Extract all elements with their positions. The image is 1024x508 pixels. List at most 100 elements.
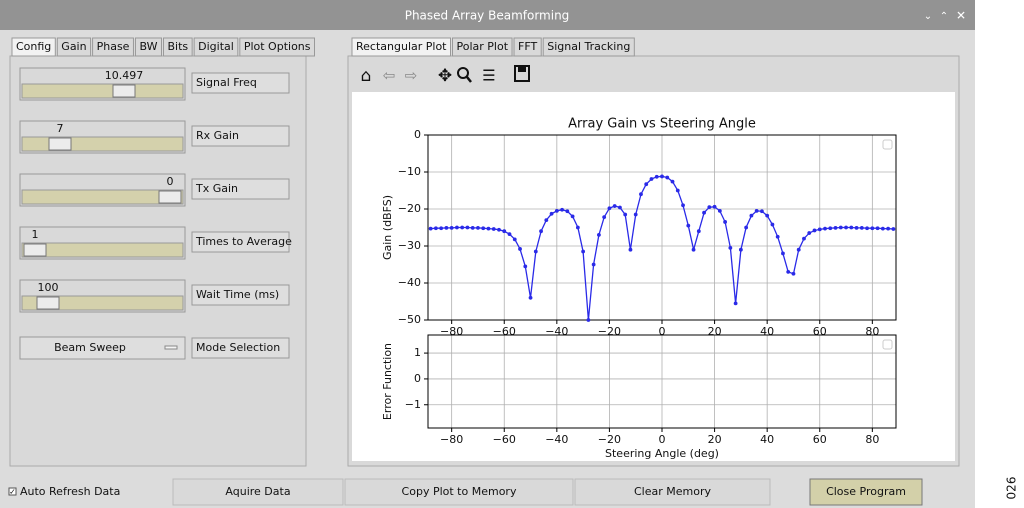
data-point — [465, 225, 470, 230]
minimize-button[interactable]: ⌄ — [924, 11, 932, 22]
data-point — [444, 225, 449, 230]
data-point — [791, 271, 796, 276]
dropdown-value[interactable]: Beam Sweep — [54, 341, 126, 354]
data-point — [591, 262, 596, 267]
tab-label[interactable]: FFT — [518, 40, 537, 53]
checkbox-label[interactable]: Auto Refresh Data — [20, 485, 120, 498]
slider-thumb[interactable] — [48, 137, 72, 151]
tab-label[interactable]: Plot Options — [244, 40, 311, 53]
save-icon[interactable] — [514, 65, 530, 82]
button[interactable] — [344, 478, 574, 506]
tab-label[interactable]: Polar Plot — [457, 40, 509, 53]
data-point — [612, 204, 617, 208]
slider-thumb[interactable] — [158, 190, 182, 204]
zoom-icon[interactable] — [457, 67, 472, 83]
label-box — [191, 72, 290, 94]
button-label[interactable]: Clear Memory — [634, 485, 711, 498]
slider-trough[interactable] — [21, 83, 184, 99]
slider-trough[interactable] — [21, 242, 184, 258]
label-box — [191, 178, 290, 200]
y-tick-label: −1 — [405, 398, 421, 411]
data-point — [623, 212, 628, 217]
data-point — [670, 179, 675, 184]
tab-label[interactable]: Phase — [97, 40, 130, 53]
data-point — [449, 225, 454, 230]
data-point — [760, 209, 764, 214]
data-point — [570, 214, 575, 219]
series — [428, 174, 896, 322]
configure-icon[interactable]: ☰ — [482, 67, 495, 85]
tab[interactable] — [56, 37, 92, 57]
data-point — [854, 225, 859, 230]
legend-box — [882, 139, 893, 150]
tab[interactable] — [193, 37, 239, 57]
slider-thumb[interactable] — [112, 84, 136, 98]
data-point — [518, 247, 522, 251]
x-axis-label: Steering Angle (deg) — [605, 447, 719, 460]
data-point — [560, 207, 564, 212]
tab[interactable] — [162, 37, 193, 57]
data-point — [807, 231, 812, 235]
tab-label[interactable]: Gain — [61, 40, 86, 53]
slider-thumb[interactable] — [36, 296, 60, 310]
tab[interactable] — [452, 37, 513, 57]
data-point — [628, 247, 633, 252]
back-icon[interactable]: ⇦ — [383, 67, 396, 85]
slider-trough[interactable] — [21, 189, 184, 205]
button[interactable] — [809, 478, 923, 506]
button-label[interactable]: Aquire Data — [225, 485, 290, 498]
y-tick-label: 0 — [414, 372, 421, 385]
left-panel — [9, 55, 307, 467]
y-tick-label: 1 — [414, 346, 421, 359]
data-point — [507, 232, 512, 237]
legend-box — [882, 339, 893, 350]
tab-label[interactable]: Bits — [167, 40, 188, 53]
maximize-button[interactable]: ⌃ — [940, 11, 948, 22]
data-point — [644, 182, 649, 187]
close-button[interactable]: ✕ — [956, 9, 966, 23]
data-point — [712, 204, 717, 209]
tab[interactable] — [513, 37, 542, 57]
home-icon[interactable]: ⌂ — [361, 66, 372, 86]
data-point — [838, 225, 843, 230]
slider-trough[interactable] — [21, 136, 184, 152]
tab-label[interactable]: Signal Tracking — [547, 40, 630, 53]
window-title: Phased Array Beamforming — [405, 9, 570, 23]
y-axis-label: Error Function — [381, 343, 394, 420]
data-point — [544, 218, 549, 223]
tab[interactable] — [134, 37, 162, 57]
data-point — [497, 227, 501, 232]
data-point — [686, 223, 691, 228]
tab[interactable] — [92, 37, 134, 57]
data-point — [439, 226, 444, 231]
tab-label[interactable]: Digital — [198, 40, 234, 53]
data-point — [565, 209, 570, 214]
control-label: Wait Time (ms) — [196, 288, 279, 301]
tab-label[interactable]: Config — [16, 40, 51, 53]
axes-frame — [427, 134, 897, 321]
button[interactable] — [172, 478, 344, 506]
button[interactable] — [574, 478, 771, 506]
data-point — [581, 249, 586, 254]
data-point — [823, 226, 827, 231]
tab[interactable] — [239, 37, 315, 57]
data-point — [775, 234, 780, 239]
forward-icon[interactable]: ⇨ — [405, 67, 418, 85]
pan-icon[interactable]: ✥ — [438, 66, 452, 86]
tab[interactable] — [351, 37, 451, 57]
x-tick-label: 40 — [760, 433, 774, 446]
slider-trough[interactable] — [21, 295, 184, 311]
tab-label[interactable]: Rectangular Plot — [356, 40, 447, 53]
slider-thumb[interactable] — [23, 243, 47, 257]
dropdown[interactable] — [19, 336, 186, 360]
button-label[interactable]: Copy Plot to Memory — [402, 485, 517, 498]
checkbox[interactable] — [8, 487, 17, 496]
data-point — [849, 225, 854, 230]
data-point — [654, 174, 659, 179]
button-label[interactable]: Close Program — [826, 485, 906, 498]
tab-label[interactable]: BW — [139, 40, 157, 53]
x-tick-label: 0 — [659, 433, 666, 446]
tab[interactable] — [542, 37, 635, 57]
tab[interactable] — [11, 37, 56, 57]
